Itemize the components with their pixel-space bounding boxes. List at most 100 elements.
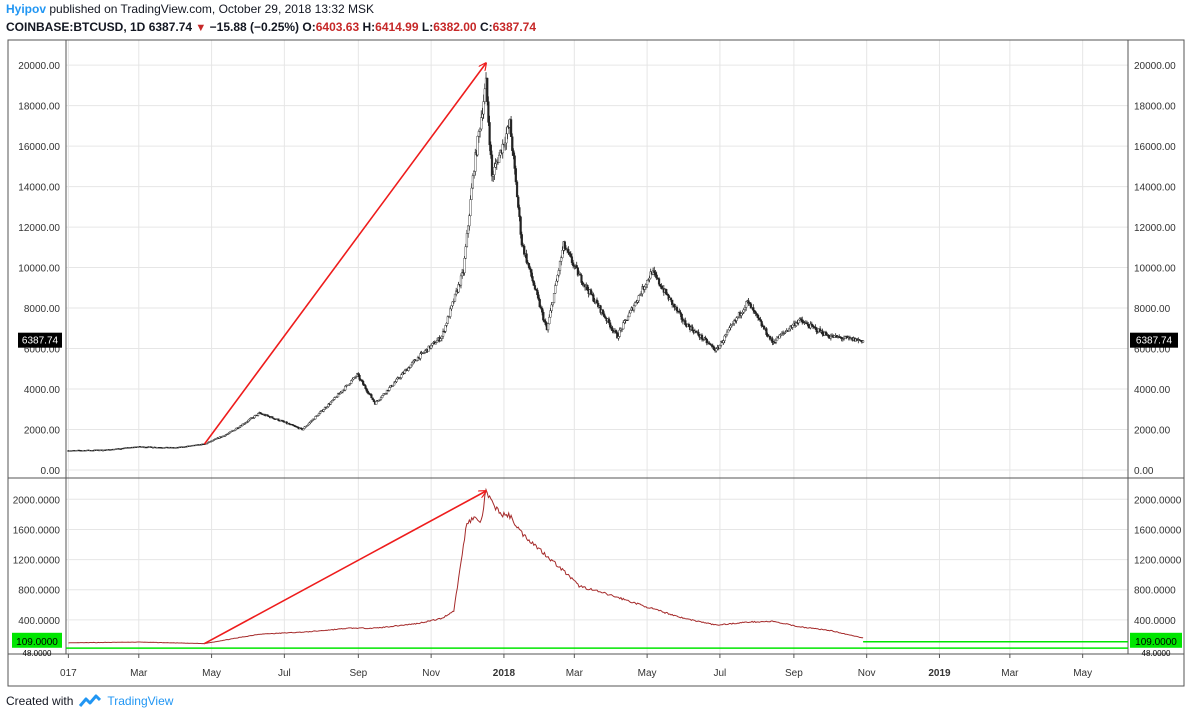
candle-up: [560, 257, 563, 262]
candle-down: [712, 346, 716, 350]
candle-up: [344, 386, 347, 391]
left-price-tick-label: 0.00: [41, 466, 61, 477]
candle-down: [487, 101, 490, 123]
candle-up: [549, 310, 552, 318]
candle-down: [527, 263, 531, 268]
right-price-tick-label: 4000.00: [1134, 385, 1171, 396]
candle-down: [533, 285, 537, 290]
candle-down: [749, 303, 753, 309]
right-last-price-label: 6387.74: [1136, 336, 1173, 347]
right-price-tick-label: 2000.00: [1134, 426, 1171, 437]
candle-down: [760, 321, 763, 327]
candle-up: [440, 336, 443, 339]
candle-down: [654, 272, 657, 276]
candle-up: [464, 246, 467, 259]
candle-up: [740, 313, 743, 316]
left-last-price-box: [18, 332, 62, 348]
candle-up: [381, 395, 384, 398]
candle-up: [728, 327, 731, 331]
right-indicator-tick-label: 400.0000: [1134, 616, 1176, 627]
candle-down: [568, 252, 571, 255]
time-axis[interactable]: 017 Mar May Jul Sep Nov 2018 Mar May Jul Sep Nov 201…: [60, 654, 1092, 679]
candle-up: [407, 367, 410, 371]
published-text: published on TradingView.com, October 29…: [49, 2, 375, 16]
candle-up: [556, 275, 559, 282]
candle-up: [617, 336, 620, 339]
candle-up: [551, 302, 554, 306]
candle-down: [771, 338, 774, 343]
candle-up: [303, 426, 306, 429]
candle-up: [457, 284, 460, 293]
candle-down: [272, 417, 275, 420]
price-pane[interactable]: 6387.74 6387.74: [18, 63, 1178, 452]
candle-up: [725, 331, 729, 335]
left-price-tick-label: 12000.00: [18, 223, 60, 234]
candle-up: [501, 143, 504, 154]
candle-down: [747, 300, 750, 303]
candle-down: [709, 343, 712, 345]
candle-down: [655, 274, 658, 279]
right-lower-level-label: 48.0000: [1142, 649, 1171, 658]
right-last-price-box: [1130, 332, 1178, 348]
candle-up: [646, 279, 649, 285]
candle-up: [729, 325, 732, 328]
price-change: −15.88 (−0.25%): [209, 20, 300, 34]
right-price-tick-label: 10000.00: [1134, 264, 1176, 275]
candle-up: [439, 338, 442, 341]
candle-up: [382, 393, 385, 396]
candle-down: [567, 249, 570, 253]
down-triangle-icon: ▼: [195, 22, 207, 34]
time-tick-label: Sep: [785, 668, 803, 679]
tradingview-brand[interactable]: TradingView: [107, 694, 174, 708]
grid-lines: [66, 40, 1128, 654]
candle-down: [697, 331, 700, 336]
candle-up: [722, 340, 725, 344]
candle-down: [360, 379, 364, 382]
time-tick-label: Mar: [566, 668, 584, 679]
candle-up: [727, 329, 730, 333]
low-value: 6382.00: [433, 20, 477, 34]
candle-up: [548, 316, 551, 325]
candle-down: [807, 323, 810, 327]
open-label: O:: [302, 20, 316, 34]
candle-up: [644, 284, 648, 288]
candle-down: [821, 330, 824, 335]
candle-up: [395, 378, 398, 382]
candle-up: [410, 362, 414, 366]
candle-down: [599, 305, 602, 313]
open-value: 6403.63: [315, 20, 360, 34]
candle-down: [490, 154, 494, 177]
candle-up: [309, 421, 312, 423]
candle-up: [861, 340, 865, 343]
candle-up: [308, 422, 311, 425]
left-indicator-tick-label: 1600.0000: [13, 525, 61, 536]
candle-down: [525, 253, 528, 263]
candle-up: [478, 128, 482, 132]
candle-up: [718, 344, 722, 349]
author-name[interactable]: Hyipov: [6, 2, 47, 16]
candle-down: [544, 321, 547, 325]
candle-up: [335, 396, 338, 398]
candle-down: [586, 284, 589, 290]
right-indicator-tick-label: 1600.0000: [1134, 525, 1182, 536]
candle-down: [513, 155, 516, 169]
time-tick-label: 2019: [928, 668, 951, 679]
low-label: L:: [421, 20, 434, 34]
candle-up: [743, 307, 747, 311]
candle-up: [469, 199, 472, 216]
left-price-tick-label: 8000.00: [24, 304, 61, 315]
left-price-tick-label: 10000.00: [18, 264, 60, 275]
candle-down: [523, 245, 526, 255]
candle-up: [558, 261, 562, 271]
candle-up: [403, 370, 406, 374]
candle-up: [480, 117, 483, 130]
time-tick-label: 017: [60, 668, 77, 679]
candle-down: [801, 319, 804, 323]
candle-down: [285, 421, 288, 424]
left-indicator-tick-label: 800.0000: [18, 586, 60, 597]
candle-down: [827, 334, 830, 338]
candle-down: [489, 144, 492, 156]
indicator-trend-arrow: [204, 491, 486, 645]
